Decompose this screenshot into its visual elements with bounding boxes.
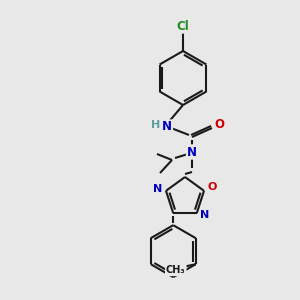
Text: N: N <box>153 184 163 194</box>
Text: CH₃: CH₃ <box>166 265 186 275</box>
Text: N: N <box>162 121 172 134</box>
Text: Cl: Cl <box>177 20 189 32</box>
Text: N: N <box>200 210 209 220</box>
Text: H: H <box>152 120 160 130</box>
Text: O: O <box>207 182 217 192</box>
Text: O: O <box>214 118 224 131</box>
Text: N: N <box>187 146 197 158</box>
